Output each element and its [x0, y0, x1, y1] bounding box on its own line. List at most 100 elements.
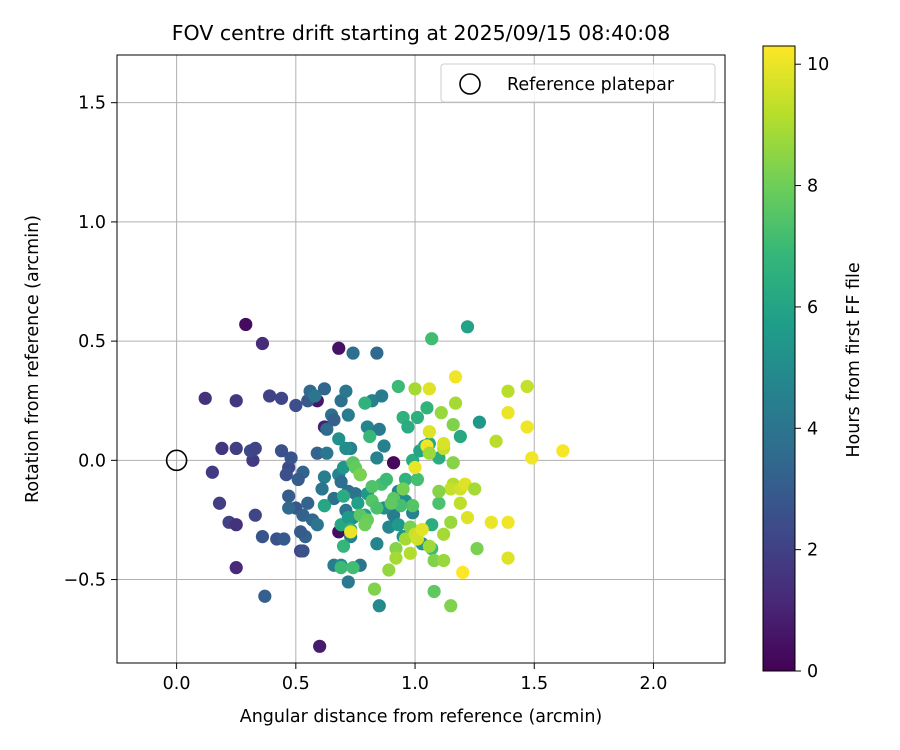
data-point — [484, 515, 498, 529]
data-point — [341, 510, 355, 525]
x-tick-label: 0.0 — [163, 674, 191, 694]
data-point — [370, 346, 384, 360]
colorbar-ticks: 0 2 4 6 8 10 — [795, 55, 829, 682]
data-point — [229, 394, 243, 408]
data-point — [284, 451, 298, 465]
data-point — [520, 379, 534, 394]
data-point — [248, 508, 262, 522]
legend-label: Reference platepar — [507, 75, 675, 95]
data-point — [446, 417, 460, 432]
data-point — [501, 515, 515, 529]
colorbar-tick-label: 8 — [807, 177, 818, 197]
data-point — [346, 561, 360, 575]
data-point — [422, 425, 436, 439]
data-point — [389, 551, 403, 565]
data-point — [422, 446, 436, 460]
data-point — [289, 398, 303, 413]
data-point — [363, 429, 377, 444]
data-point — [434, 406, 448, 420]
data-point — [489, 434, 503, 448]
data-point — [308, 389, 322, 403]
grid-lines — [117, 55, 725, 663]
data-point — [382, 563, 396, 577]
data-point — [525, 451, 539, 465]
data-point — [344, 525, 358, 539]
data-point — [422, 382, 436, 396]
data-point — [432, 496, 446, 510]
data-point — [472, 415, 487, 429]
data-point — [415, 522, 429, 537]
data-point — [427, 553, 441, 568]
data-point — [282, 501, 296, 515]
data-point — [425, 332, 439, 346]
data-point — [205, 465, 219, 479]
data-point — [334, 475, 348, 489]
data-point — [446, 456, 460, 470]
data-point — [370, 537, 384, 551]
data-point — [320, 422, 334, 436]
data-point — [339, 384, 353, 398]
data-point — [258, 589, 272, 603]
data-point — [370, 501, 384, 515]
data-point — [332, 432, 346, 446]
data-point — [406, 499, 420, 513]
data-point — [279, 468, 293, 482]
data-point — [274, 391, 289, 405]
data-point — [315, 482, 329, 496]
data-point — [375, 389, 389, 403]
data-point — [396, 482, 410, 496]
colorbar-tick-label: 2 — [807, 541, 818, 561]
colorbar-tick-label: 0 — [807, 662, 818, 682]
data-point — [296, 544, 310, 558]
data-point — [301, 496, 315, 510]
data-point — [437, 553, 451, 568]
x-axis-label: Angular distance from reference (arcmin) — [240, 707, 603, 727]
data-point — [372, 599, 386, 613]
data-point — [520, 420, 534, 434]
data-point — [389, 541, 403, 556]
colorbar-frame — [762, 45, 796, 672]
colorbar-scale — [763, 46, 795, 671]
data-point — [358, 396, 372, 410]
colorbar-tick-label: 10 — [807, 55, 829, 75]
plot-background — [117, 55, 725, 663]
data-point — [379, 472, 394, 487]
data-point — [212, 496, 227, 510]
data-point — [317, 470, 332, 484]
data-point — [336, 539, 351, 553]
data-point — [444, 515, 458, 529]
data-point — [262, 389, 277, 403]
data-points — [198, 317, 570, 653]
x-axis-ticks: 0.0 0.5 1.0 1.5 2.0 — [163, 663, 668, 694]
data-point — [453, 496, 467, 510]
data-point — [358, 518, 372, 532]
data-point — [367, 582, 382, 596]
data-point — [384, 496, 398, 510]
legend-box — [440, 63, 716, 103]
data-point — [327, 413, 341, 427]
data-point — [255, 530, 270, 544]
chart-title: FOV centre drift starting at 2025/09/15 … — [172, 21, 671, 45]
data-point — [391, 379, 405, 394]
data-point — [277, 532, 291, 546]
y-tick-label: 0.0 — [78, 451, 106, 471]
y-tick-label: 0.5 — [78, 332, 106, 352]
data-point — [420, 401, 434, 415]
data-point — [370, 451, 384, 465]
data-point — [248, 441, 262, 456]
data-point — [444, 599, 458, 613]
data-point — [410, 410, 425, 425]
data-point — [198, 391, 212, 405]
y-tick-label: 1.0 — [78, 213, 106, 233]
data-point — [501, 551, 515, 565]
data-point — [468, 482, 482, 496]
data-point — [313, 639, 327, 653]
x-tick-label: 2.0 — [640, 674, 668, 694]
data-point — [377, 439, 391, 453]
colorbar: 0 2 4 6 8 10 Hours from first FF file — [762, 45, 864, 682]
data-point — [391, 518, 405, 532]
x-tick-label: 1.0 — [401, 674, 429, 694]
data-point — [215, 441, 229, 456]
data-point — [310, 446, 324, 460]
data-point — [229, 518, 243, 532]
